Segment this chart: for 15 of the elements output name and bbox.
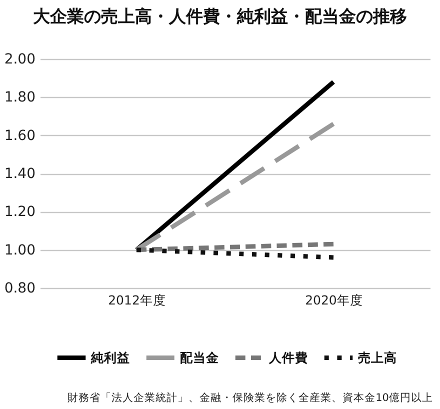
y-tick-label: 2.00 xyxy=(4,52,36,68)
legend-label: 配当金 xyxy=(180,350,219,365)
y-tick-label: 1.40 xyxy=(4,166,36,182)
y-tick-label: 1.00 xyxy=(4,242,36,258)
legend-label: 純利益 xyxy=(90,350,130,365)
y-tick-label: 1.80 xyxy=(4,90,36,106)
y-tick-label: 1.20 xyxy=(4,204,36,220)
y-tick-label: 0.80 xyxy=(4,280,36,296)
chart-title: 大企業の売上高・人件費・純利益・配当金の推移 xyxy=(33,7,407,27)
legend-label: 売上高 xyxy=(358,350,397,365)
x-tick-label: 2012年度 xyxy=(108,292,166,308)
text: 財務省「法人企業統計」、金融・保険業を除く全産業、資本金10億円以上 xyxy=(68,391,433,404)
y-tick-label: 1.60 xyxy=(4,128,36,144)
x-tick-label: 2020年度 xyxy=(305,292,363,308)
legend-label: 人件費 xyxy=(268,350,308,365)
